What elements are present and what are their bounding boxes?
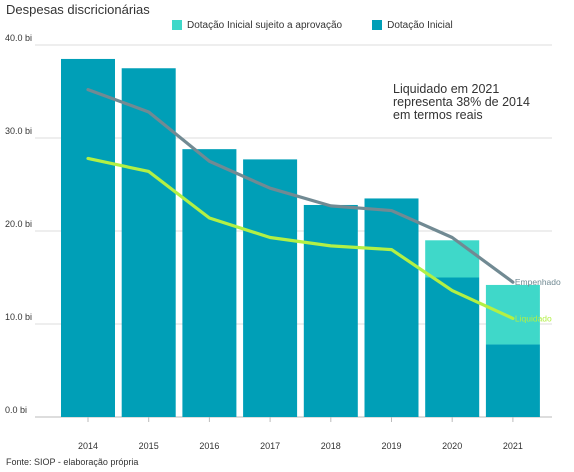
- x-tick-label: 2019: [381, 441, 401, 451]
- bar-dotacao-inicial: [121, 68, 176, 417]
- x-tick-label: 2021: [503, 441, 523, 451]
- bar-dotacao-inicial: [61, 58, 115, 417]
- legend-label-dotacao: Dotação Inicial: [387, 19, 453, 31]
- legend: Dotação Inicial sujeito a aprovação Dota…: [172, 17, 483, 33]
- y-tick-label: 20.0 bi: [5, 219, 32, 229]
- annotation-line: representa 38% de 2014: [393, 95, 530, 109]
- bar-dotacao-inicial: [364, 198, 419, 417]
- y-tick-label: 40.0 bi: [5, 33, 32, 43]
- bar-dotacao-inicial: [485, 344, 540, 417]
- annotation-line: Liquidado em 2021: [393, 82, 500, 96]
- source-note: Fonte: SIOP - elaboração própria: [6, 457, 139, 467]
- x-tick-label: 2014: [78, 441, 98, 451]
- y-tick-label: 10.0 bi: [5, 312, 32, 322]
- legend-swatch-dotacao: [372, 20, 383, 30]
- line-label-empenhado: Empenhado: [515, 277, 561, 287]
- bar-dotacao-pendente: [485, 284, 540, 345]
- bar-dotacao-inicial: [303, 204, 358, 417]
- x-tick-label: 2015: [139, 441, 159, 451]
- line-label-liquidado: Liquidado: [515, 313, 552, 323]
- legend-swatch-pending: [172, 20, 182, 30]
- y-tick-label: 30.0 bi: [5, 126, 32, 136]
- bar-dotacao-inicial: [243, 159, 298, 417]
- x-tick-label: 2018: [321, 441, 341, 451]
- line-liquidado: [86, 156, 515, 321]
- legend-label-pending: Dotação Inicial sujeito a aprovação: [187, 19, 343, 31]
- chart-title: Despesas discricionárias: [6, 2, 150, 17]
- x-tick-label: 2017: [260, 441, 280, 451]
- bar-dotacao-inicial: [425, 277, 480, 417]
- y-tick-label: 0.0 bi: [5, 405, 27, 415]
- bar-dotacao-inicial: [182, 149, 237, 417]
- annotation: Liquidado em 2021 representa 38% de 2014…: [393, 83, 563, 122]
- annotation-line: em termos reais: [393, 108, 483, 122]
- bar-dotacao-pendente: [425, 240, 480, 278]
- legend-item-pending: Dotação Inicial sujeito a aprovação: [172, 20, 342, 31]
- line-empenhado: [86, 88, 515, 284]
- x-tick-label: 2016: [199, 441, 219, 451]
- x-tick-label: 2020: [442, 441, 462, 451]
- legend-item-dotacao: Dotação Inicial: [372, 20, 453, 31]
